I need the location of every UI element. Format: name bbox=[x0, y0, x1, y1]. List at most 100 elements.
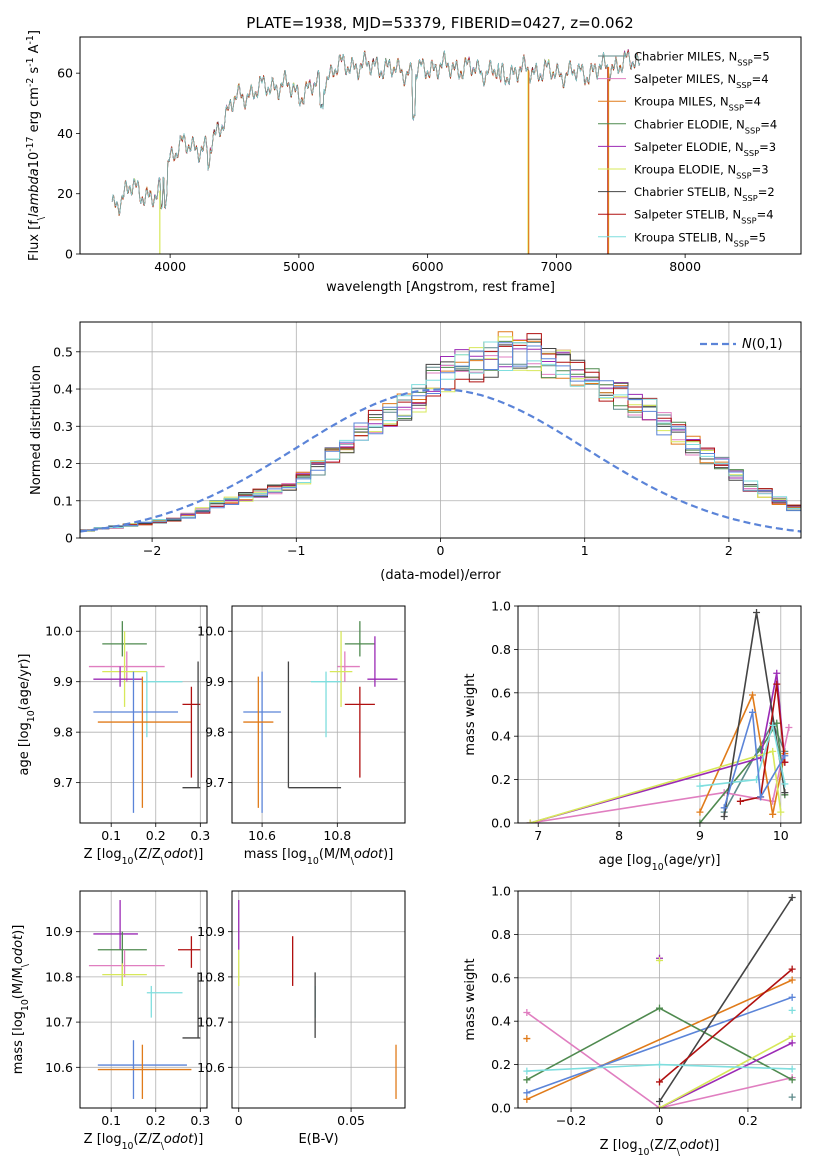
x-tick-label: −2 bbox=[143, 543, 161, 558]
weight-marker bbox=[656, 1104, 663, 1108]
x-tick-label: 1 bbox=[581, 543, 589, 558]
weight-marker bbox=[523, 1095, 531, 1103]
y-axis-label: mass weight bbox=[463, 673, 478, 755]
x-tick-label: 4000 bbox=[154, 259, 186, 274]
x-axis-label: Z [log10(Z/Z\odot)] bbox=[84, 847, 204, 867]
x-tick-label: 0.2 bbox=[146, 1113, 166, 1128]
errorbar-point bbox=[182, 686, 201, 778]
y-axis-label: Flux [f\lambda10-17 erg cm-2 s-1 A-1] bbox=[25, 30, 47, 261]
panel-residuals: −2 −1 0 1 2 0 0.1 0.2 0.3 0.4 0.5 (data-model)/erro… bbox=[29, 321, 802, 583]
errorbar-point bbox=[367, 636, 398, 687]
plot-area bbox=[238, 900, 397, 1099]
errorbar-point bbox=[310, 671, 342, 738]
y-tick-label: 20 bbox=[57, 186, 73, 201]
weight-marker bbox=[656, 1078, 663, 1086]
errorbar-point bbox=[142, 671, 183, 738]
weight-marker bbox=[748, 691, 756, 699]
x-tick-label: 6000 bbox=[412, 259, 444, 274]
y-tick-label: 10.6 bbox=[45, 1060, 73, 1075]
x-tick-label: −1 bbox=[287, 543, 305, 558]
x-tick-label: 0.1 bbox=[101, 828, 121, 843]
y-tick-label: 0.8 bbox=[491, 927, 511, 942]
y-tick-label: 9.8 bbox=[53, 725, 73, 740]
legend-label: Salpeter STELIB, NSSP=4 bbox=[634, 208, 774, 226]
y-tick-label: 9.8 bbox=[205, 725, 225, 740]
legend-label: Salpeter MILES, NSSP=4 bbox=[634, 72, 769, 90]
weight-marker bbox=[769, 747, 777, 755]
y-tick-label: 0 bbox=[65, 531, 73, 546]
x-tick-label: 0 bbox=[656, 1113, 664, 1128]
x-tick-label: 10.8 bbox=[323, 828, 351, 843]
x-tick-label: 9 bbox=[696, 828, 704, 843]
panel-age_vs_mass: 10.6 10.8 9.7 9.8 9.9 10.0 mass [log10(M/M\odo… bbox=[197, 605, 406, 867]
y-axis-label: Normed distribution bbox=[29, 365, 44, 495]
normal-reference-curve bbox=[80, 388, 801, 533]
x-tick-label: 5000 bbox=[283, 259, 315, 274]
weight-line bbox=[723, 712, 786, 809]
errorbar-point bbox=[97, 1044, 192, 1099]
weight-marker bbox=[696, 819, 704, 823]
plot-area bbox=[111, 49, 641, 254]
y-tick-label: 10.7 bbox=[197, 1015, 225, 1030]
errorbar-point bbox=[88, 949, 165, 977]
weight-marker bbox=[788, 1006, 796, 1014]
weight-marker bbox=[788, 993, 796, 1001]
y-tick-label: 9.7 bbox=[205, 775, 225, 790]
errorbar-point bbox=[243, 671, 281, 813]
x-tick-label: 7 bbox=[534, 828, 542, 843]
errorbar-point bbox=[146, 985, 183, 1018]
weight-line bbox=[526, 1011, 793, 1108]
weight-marker bbox=[656, 1061, 663, 1069]
weight-marker bbox=[748, 708, 756, 716]
axes-frame bbox=[79, 605, 208, 824]
y-tick-label: 10.6 bbox=[197, 1060, 225, 1075]
axes-frame bbox=[79, 890, 208, 1109]
axes-frame bbox=[517, 890, 802, 1109]
weight-marker bbox=[753, 609, 761, 617]
x-tick-label: 2 bbox=[725, 543, 733, 558]
errorbar-point bbox=[97, 676, 192, 808]
errorbar-point bbox=[344, 686, 375, 778]
legend-label: N(0,1) bbox=[742, 337, 783, 352]
x-tick-label: 0.2 bbox=[738, 1113, 758, 1128]
weight-marker bbox=[785, 724, 793, 732]
legend-label: Kroupa MILES, NSSP=4 bbox=[634, 95, 761, 113]
errorbar-point bbox=[329, 631, 353, 707]
histogram-series bbox=[80, 342, 801, 538]
errorbar-point bbox=[178, 936, 201, 968]
weight-marker bbox=[769, 810, 777, 818]
errorbar-point bbox=[93, 666, 143, 687]
y-tick-label: 10.0 bbox=[197, 624, 225, 639]
x-tick-label: −0.2 bbox=[556, 1113, 586, 1128]
chart-title: PLATE=1938, MJD=53379, FIBERID=0427, z=0… bbox=[246, 14, 633, 32]
weight-marker bbox=[656, 956, 663, 964]
y-tick-label: 9.9 bbox=[53, 674, 73, 689]
y-tick-label: 0.1 bbox=[53, 493, 73, 508]
weight-marker bbox=[656, 1004, 663, 1012]
x-tick-label: 8 bbox=[615, 828, 623, 843]
y-tick-label: 0.8 bbox=[491, 642, 511, 657]
y-tick-label: 1.0 bbox=[491, 599, 511, 614]
weight-marker bbox=[788, 1032, 796, 1040]
y-tick-label: 10.8 bbox=[45, 969, 73, 984]
weight-marker bbox=[788, 894, 796, 902]
plot-area bbox=[88, 900, 201, 1099]
x-tick-label: 0.3 bbox=[190, 828, 210, 843]
x-tick-label: 0.05 bbox=[337, 1113, 365, 1128]
weight-line bbox=[659, 1042, 793, 1108]
axes-frame bbox=[79, 321, 802, 539]
y-tick-label: 0.2 bbox=[53, 456, 73, 471]
x-axis-label: mass [log10(M/M\odot)] bbox=[244, 847, 394, 867]
x-axis-label: Z [log10(Z/Z\odot)] bbox=[84, 1132, 204, 1152]
x-axis-label: age [log10(age/yr)] bbox=[599, 853, 721, 873]
weight-marker bbox=[757, 793, 765, 801]
weight-marker bbox=[720, 804, 728, 812]
errorbar-point bbox=[243, 676, 274, 808]
x-tick-label: 0 bbox=[235, 1113, 243, 1128]
weight-line bbox=[529, 727, 790, 823]
x-axis-label: E(B-V) bbox=[298, 1132, 338, 1147]
axes-frame bbox=[231, 890, 406, 1109]
panel-spectrum: 4000 5000 6000 7000 8000 0 20 40 60 PLATE=1938, M… bbox=[25, 14, 802, 295]
y-tick-label: 0.2 bbox=[491, 772, 511, 787]
